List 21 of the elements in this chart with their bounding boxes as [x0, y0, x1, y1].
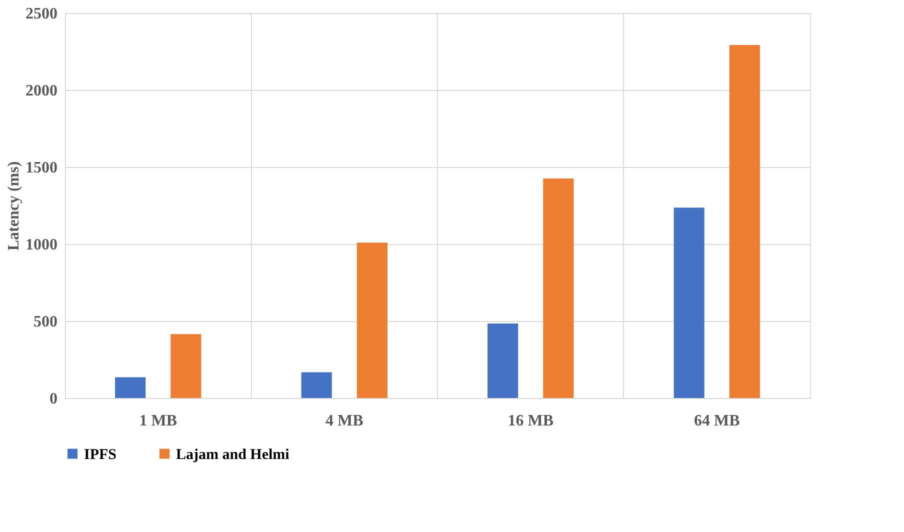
- x-tick-label: 64 MB: [694, 412, 740, 430]
- bar: [356, 242, 388, 398]
- bar: [488, 323, 518, 398]
- bar: [674, 208, 704, 398]
- y-tick-label: 500: [34, 314, 58, 330]
- bar: [301, 372, 332, 398]
- bar: [115, 377, 146, 398]
- y-tick-label: 2000: [26, 82, 58, 100]
- legend-label: Lajam and Helmi: [176, 446, 290, 463]
- x-tick-label: 4 MB: [325, 412, 364, 430]
- y-tick-label: 2500: [26, 6, 58, 22]
- y-tick-label: 1000: [26, 236, 58, 254]
- y-tick-label: 0: [50, 390, 58, 408]
- legend-label: IPFS: [84, 446, 117, 463]
- bar: [543, 178, 574, 398]
- x-tick-label: 1 MB: [139, 412, 178, 430]
- x-tick-label: 16 MB: [508, 412, 554, 430]
- y-axis-title: Latency (ms): [6, 161, 22, 251]
- bar: [170, 334, 202, 398]
- bar: [729, 45, 760, 398]
- y-tick-label: 1500: [26, 160, 58, 176]
